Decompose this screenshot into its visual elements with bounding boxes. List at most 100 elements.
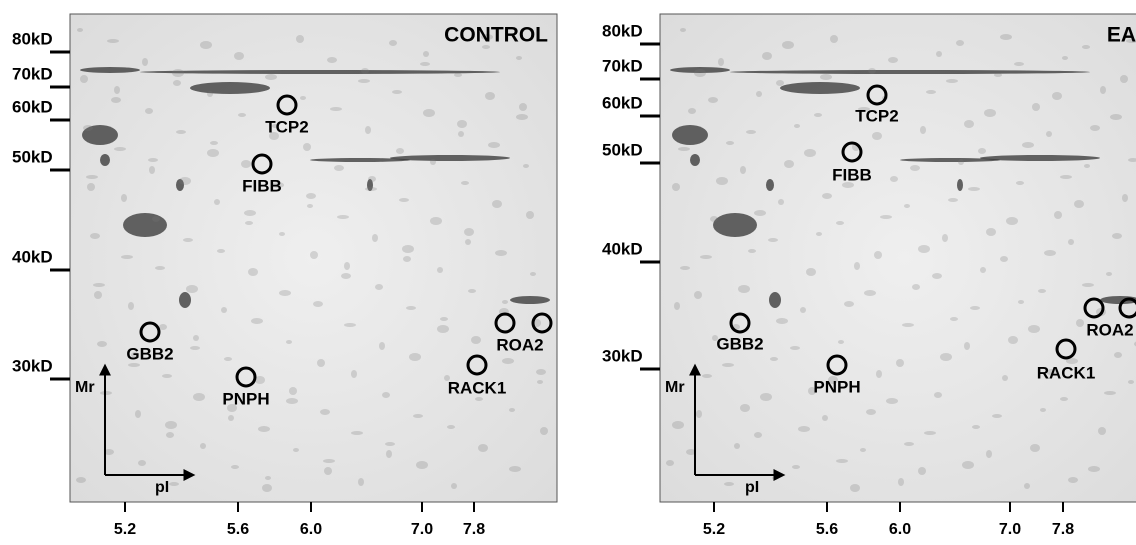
- gel-speck: [986, 228, 996, 236]
- x-axis-label: pI: [745, 479, 759, 496]
- gel-speck: [286, 398, 298, 404]
- gel-speck: [135, 410, 141, 418]
- gel-speck: [468, 289, 476, 293]
- gel-speck: [972, 425, 980, 429]
- gel-speck: [169, 482, 179, 486]
- gel-speck: [1114, 352, 1122, 358]
- gel-speck: [770, 357, 778, 361]
- gel-spot: [510, 296, 550, 304]
- gel-speck: [272, 124, 278, 128]
- gel-speck: [368, 176, 376, 182]
- gel-speck: [890, 176, 898, 182]
- gel-speck: [738, 285, 750, 293]
- gel-speck: [111, 97, 121, 103]
- gel-speck: [1022, 142, 1034, 148]
- gel-speck: [784, 160, 794, 168]
- spot-label: RACK1: [1037, 363, 1096, 382]
- gel-speck: [776, 318, 788, 324]
- gel-speck: [1126, 39, 1136, 43]
- gel-speck: [172, 69, 184, 77]
- gel-speck: [1024, 483, 1030, 489]
- gel-speck: [317, 359, 325, 367]
- gel-speck: [696, 410, 702, 418]
- mw-label: 30kD: [12, 356, 53, 375]
- gel-spot: [390, 155, 510, 161]
- gel-speck: [678, 147, 690, 151]
- gel-speck: [210, 141, 218, 145]
- gel-speck: [688, 108, 696, 114]
- gel-image: [659, 13, 1136, 503]
- pi-label: 5.2: [703, 521, 725, 538]
- gel-speck: [904, 442, 914, 446]
- gel-speck: [300, 96, 306, 100]
- gel-speck: [465, 239, 471, 245]
- gel-speck: [379, 342, 385, 350]
- gel-speck: [1100, 86, 1106, 94]
- gel-speck: [114, 147, 126, 151]
- gel-speck: [258, 426, 270, 432]
- gel-speck: [337, 215, 349, 219]
- gel-speck: [142, 58, 148, 66]
- gel-speck: [121, 194, 127, 202]
- gel-speck: [910, 165, 920, 171]
- gel-speck: [530, 272, 536, 276]
- gel-speck: [754, 210, 766, 216]
- gel-speck: [358, 478, 364, 486]
- gel-speck: [726, 141, 734, 145]
- gel-speck: [416, 461, 428, 469]
- gel-speck: [516, 56, 522, 60]
- gel-speck: [1090, 125, 1100, 131]
- gel-spot: [957, 179, 963, 191]
- gel-speck: [978, 148, 986, 154]
- gel-speck: [458, 131, 464, 137]
- pi-label: 6.0: [300, 521, 322, 538]
- gel-speck: [1122, 194, 1128, 202]
- gel-speck: [880, 215, 892, 219]
- gel-speck: [940, 353, 952, 361]
- gel-speck: [1076, 319, 1084, 327]
- panel-title: CONTROL: [444, 24, 548, 47]
- mw-label: 40kD: [602, 239, 643, 258]
- gel-speck: [964, 342, 970, 350]
- gel-speck: [478, 444, 488, 452]
- gel-speck: [358, 79, 370, 83]
- gel-speck: [227, 404, 237, 412]
- gel-speck: [234, 52, 244, 60]
- gel-speck: [389, 40, 397, 46]
- gel-speck: [1074, 200, 1084, 208]
- gel-spot: [980, 155, 1100, 161]
- mw-label: 60kD: [602, 93, 643, 112]
- pi-label: 5.6: [227, 521, 249, 538]
- gel-speck: [293, 448, 299, 452]
- spot-circle: [276, 94, 298, 116]
- gel-speck: [296, 35, 304, 43]
- gel-speck: [836, 221, 844, 225]
- gel-speck: [461, 181, 469, 185]
- gel-speck: [475, 397, 483, 401]
- gel-speck: [754, 432, 762, 438]
- gel-speck: [265, 476, 271, 480]
- gel-speck: [1082, 45, 1090, 49]
- gel-speck: [912, 284, 920, 290]
- spot-circle: [826, 354, 848, 376]
- gel-speck: [718, 58, 724, 66]
- gel-spot: [367, 179, 373, 191]
- spot-label: PNPH: [813, 377, 860, 396]
- gel-speck: [447, 425, 455, 429]
- gel-speck: [313, 301, 323, 307]
- gel-speck: [936, 51, 942, 57]
- spot-label: TCP2: [265, 117, 308, 136]
- gel-speck: [121, 255, 133, 259]
- gel-speck: [464, 228, 474, 236]
- gel-speck: [519, 103, 527, 111]
- gel-speck: [386, 450, 392, 458]
- gel-speck: [228, 415, 234, 421]
- gel-speck: [114, 86, 120, 94]
- gel-speck: [423, 109, 435, 117]
- spot-label: ROA2: [496, 335, 543, 354]
- gel-speck: [481, 34, 493, 40]
- gel-speck: [672, 183, 680, 191]
- gel-speck: [536, 369, 546, 375]
- gel-panel: CONTROL 80kD 70kD 60kD 50kD 40kD 30kD 5.2 5.6 6.0…: [12, 13, 558, 538]
- gel-speck: [403, 256, 411, 262]
